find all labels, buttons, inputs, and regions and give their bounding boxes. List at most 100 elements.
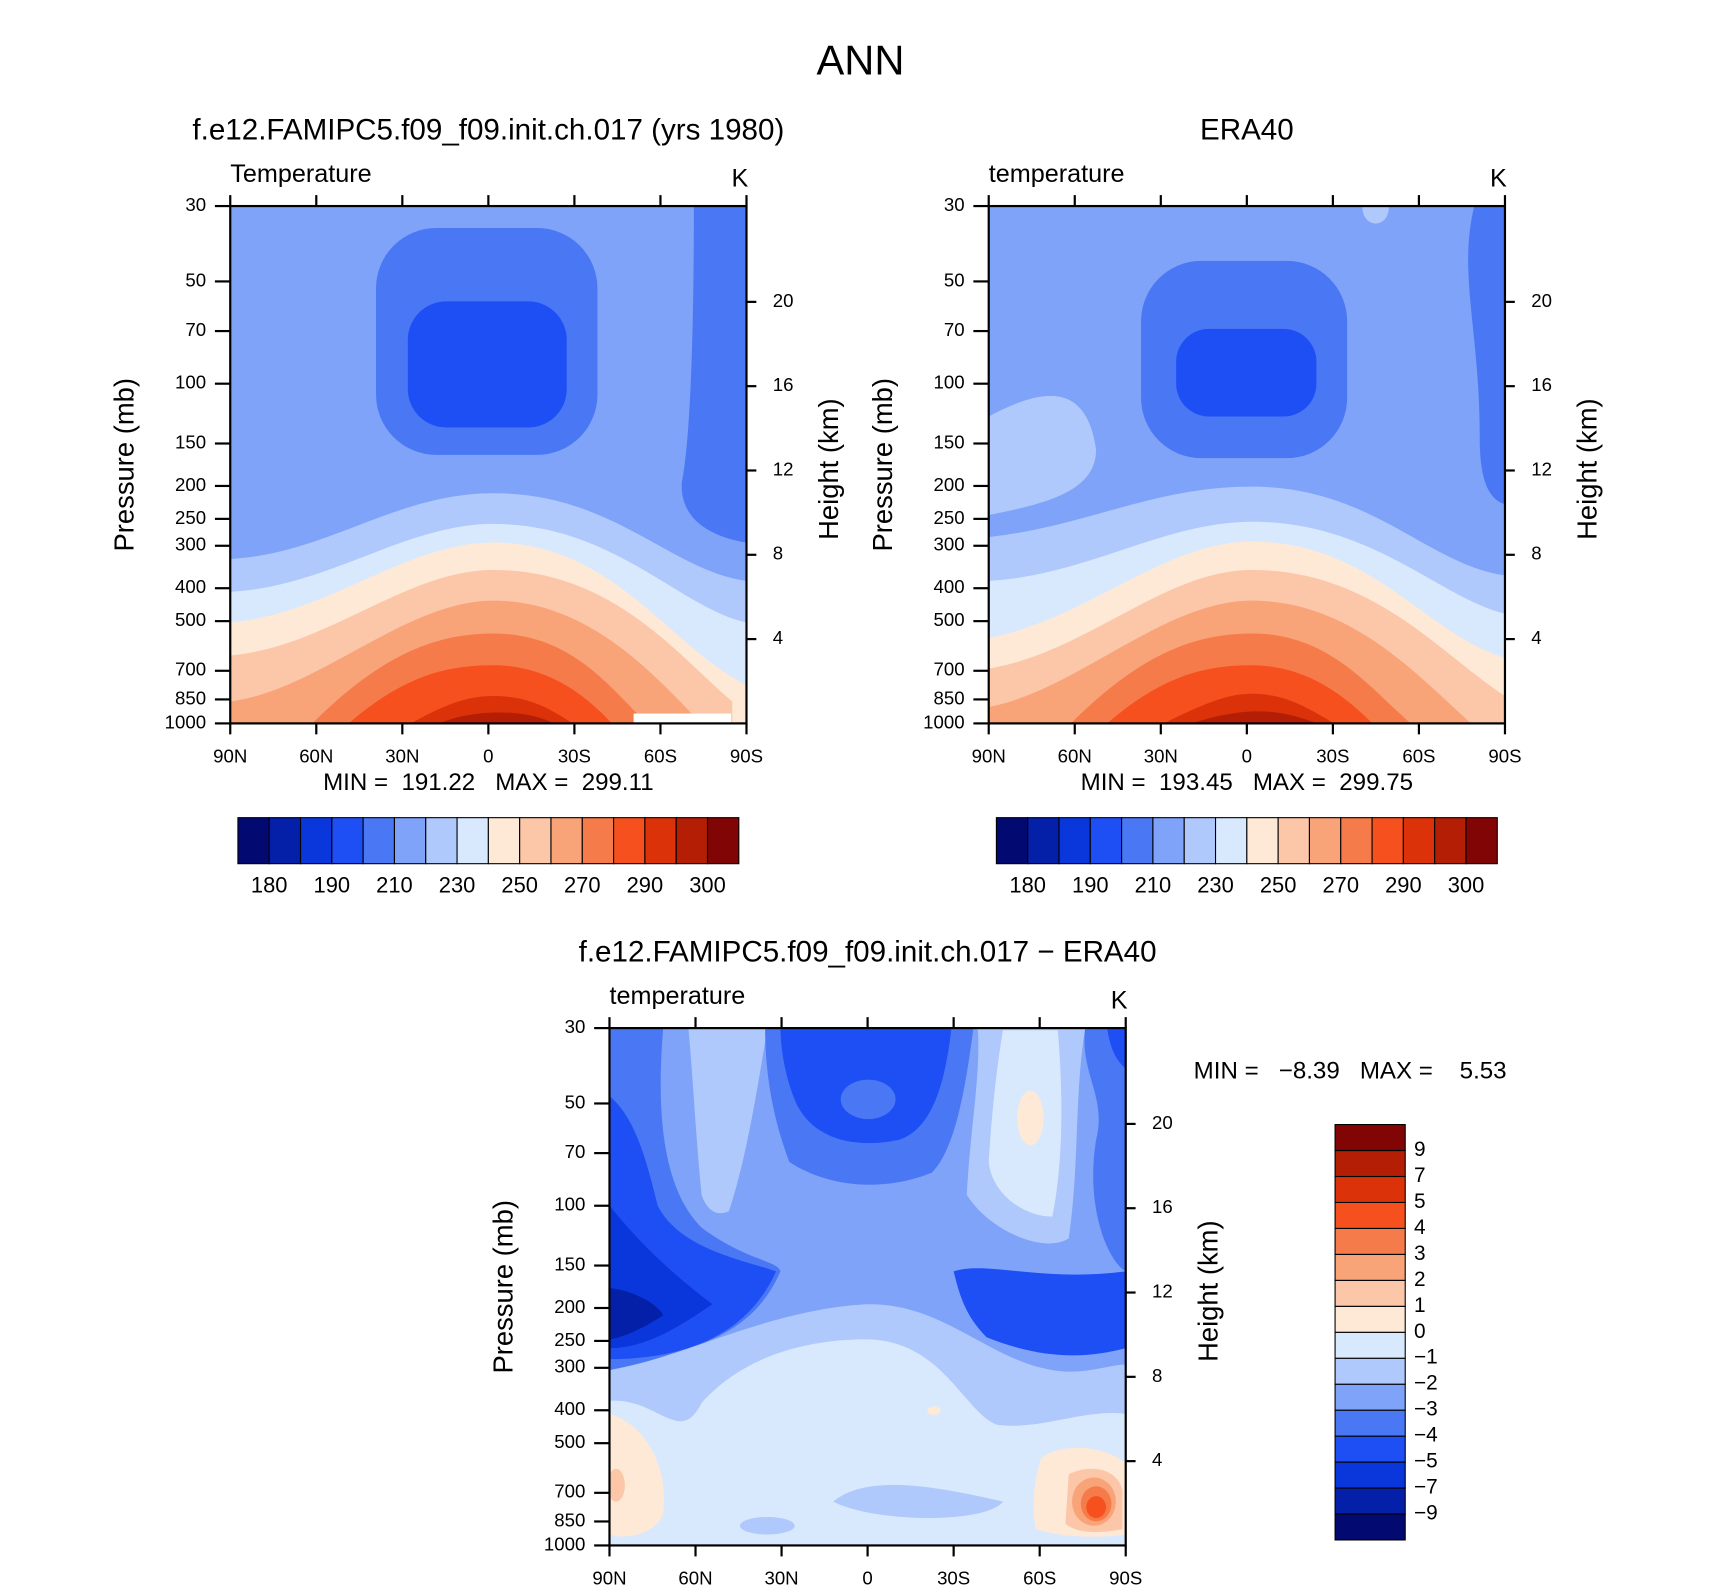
colorbar-box: [1027, 817, 1060, 865]
y-tick-label: 150: [175, 431, 206, 452]
y2-tick-label: 12: [1531, 458, 1552, 479]
colorbar-box: [237, 817, 270, 865]
y-tick-label: 50: [565, 1091, 586, 1112]
y-tick-label: 300: [934, 534, 965, 555]
y-axis-label: Pressure (mb): [867, 378, 898, 552]
y-tick-label: 1000: [544, 1533, 585, 1554]
colorbar-box: [995, 817, 1029, 865]
y-tick-label: 300: [175, 534, 206, 555]
colorbar-box: [362, 817, 395, 865]
colorbar-box: [1334, 1487, 1406, 1515]
colorbar-label: 5: [1414, 1190, 1426, 1213]
colorbar-box: [487, 817, 521, 865]
colorbar-box: [1465, 817, 1498, 865]
colorbar-label: −1: [1414, 1346, 1438, 1369]
x-tick-label: 30N: [764, 1567, 798, 1586]
x-tick-label: 90N: [972, 745, 1006, 766]
colorbar-label: 7: [1414, 1164, 1426, 1187]
colorbar-box: [1334, 1227, 1406, 1255]
y-tick-label: 500: [934, 609, 965, 630]
x-tick-label: 30N: [1144, 745, 1178, 766]
y-tick-label: 850: [554, 1509, 585, 1530]
y2-tick-label: 8: [1531, 543, 1541, 564]
colorbar-box: [1246, 817, 1279, 865]
y-tick-label: 1000: [165, 711, 206, 732]
panel-title: f.e12.FAMIPC5.f09_f09.init.ch.017 − ERA4…: [579, 935, 1157, 968]
colorbar-box: [1334, 1201, 1406, 1229]
min-max-stats: MIN = −8.39 MAX = 5.53: [1194, 1057, 1507, 1084]
colorbar-label: −3: [1414, 1398, 1438, 1421]
y-tick-label: 200: [175, 474, 206, 495]
colorbar-box: [1183, 817, 1217, 865]
colorbar-label: 230: [439, 873, 476, 898]
x-tick-label: 0: [1242, 745, 1252, 766]
x-tick-label: 60N: [1058, 745, 1092, 766]
colorbar-box: [675, 817, 709, 865]
colorbar-label: 180: [1009, 873, 1046, 898]
colorbar-label: 290: [1385, 873, 1422, 898]
y-tick-label: 50: [944, 269, 965, 290]
colorbar-box: [1089, 817, 1123, 865]
y-tick-label: 400: [175, 576, 206, 597]
x-tick-label: 90S: [1109, 1567, 1142, 1586]
y-tick-label: 500: [175, 609, 206, 630]
colorbar-box: [1340, 817, 1373, 865]
variable-label: temperature: [989, 160, 1125, 188]
min-max-stats: MIN = 193.45 MAX = 299.75: [1081, 769, 1413, 796]
x-tick-label: 90S: [730, 745, 763, 766]
y-tick-label: 250: [554, 1329, 585, 1350]
colorbar-box: [1058, 817, 1091, 865]
x-tick-label: 90N: [592, 1567, 626, 1586]
x-tick-label: 30N: [385, 745, 419, 766]
x-tick-label: 0: [483, 745, 493, 766]
colorbar-box: [706, 817, 740, 865]
colorbar-box: [1334, 1383, 1406, 1411]
colorbar-box: [1121, 817, 1154, 865]
colorbar-box: [1334, 1513, 1406, 1541]
colorbar-label: −9: [1414, 1502, 1438, 1525]
x-tick-label: 60S: [644, 745, 677, 766]
colorbar-label: 180: [251, 873, 288, 898]
colorbar-label: 0: [1414, 1320, 1426, 1343]
x-tick-label: 60S: [1402, 745, 1435, 766]
y-tick-label: 850: [934, 687, 965, 708]
variable-label: Temperature: [230, 160, 371, 188]
y-tick-label: 250: [934, 507, 965, 528]
colorbar-box: [1334, 1331, 1406, 1359]
colorbar-box: [456, 817, 489, 865]
y-tick-label: 100: [554, 1194, 585, 1215]
y-tick-label: 150: [934, 431, 965, 452]
colorbar-label: −2: [1414, 1372, 1438, 1395]
colorbar-label: 4: [1414, 1216, 1426, 1239]
colorbar-label: 270: [1322, 873, 1359, 898]
colorbar-label: 300: [1448, 873, 1485, 898]
y-tick-label: 500: [554, 1431, 585, 1452]
colorbar-label: −7: [1414, 1476, 1438, 1499]
contour-field: [988, 206, 1505, 724]
units-label: K: [1111, 986, 1128, 1014]
x-tick-label: 60N: [678, 1567, 712, 1586]
y-tick-label: 400: [934, 576, 965, 597]
y2-tick-label: 4: [773, 627, 783, 648]
colorbar-label: 2: [1414, 1268, 1426, 1291]
colorbar-box: [1334, 1124, 1406, 1152]
y2-tick-label: 4: [1152, 1449, 1162, 1470]
colorbar-box: [1402, 817, 1436, 865]
colorbar-box: [393, 817, 427, 865]
panel-title: f.e12.FAMIPC5.f09_f09.init.ch.017 (yrs 1…: [192, 113, 784, 146]
colorbar-box: [1334, 1435, 1406, 1463]
colorbar-box: [1334, 1279, 1406, 1307]
y-tick-label: 30: [185, 194, 206, 215]
y2-tick-label: 20: [1531, 290, 1552, 311]
y-tick-label: 70: [565, 1141, 586, 1162]
colorbar-box: [1334, 1305, 1406, 1333]
colorbar-box: [1334, 1409, 1406, 1437]
x-tick-label: 90S: [1488, 745, 1521, 766]
y-tick-label: 700: [554, 1481, 585, 1502]
y-tick-label: 850: [175, 687, 206, 708]
colorbar-box: [1334, 1175, 1406, 1203]
panel-title: ERA40: [1200, 113, 1294, 146]
colorbar-label: 270: [564, 873, 601, 898]
colorbar-label: 250: [1260, 873, 1297, 898]
y-tick-label: 30: [944, 194, 965, 215]
